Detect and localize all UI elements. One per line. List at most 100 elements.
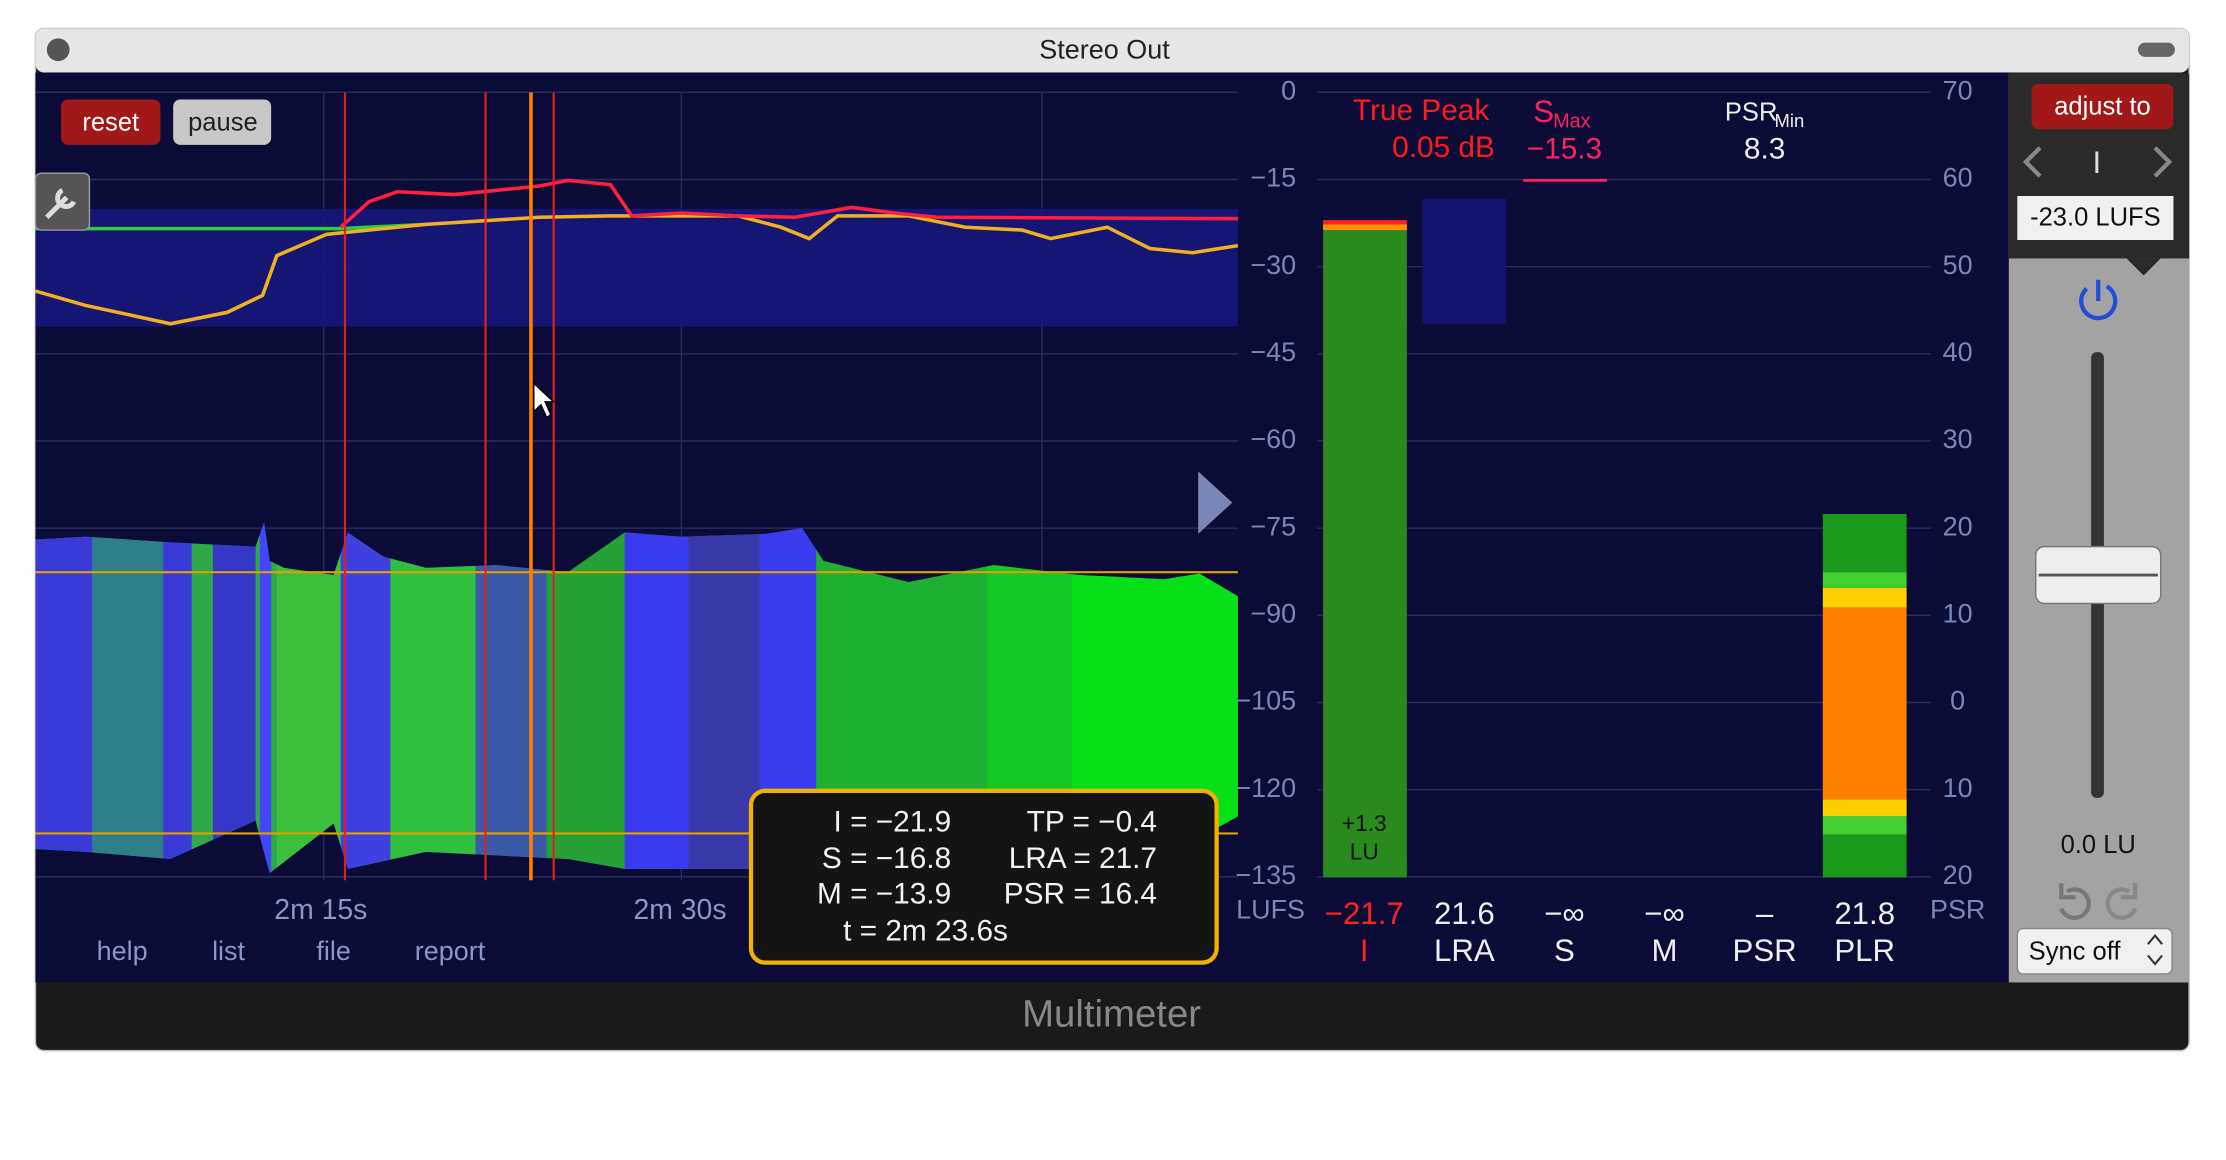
next-arrow[interactable] (2153, 146, 2173, 178)
lufs-tick-label: −45 (1250, 337, 1296, 367)
hist-stripe (92, 522, 164, 874)
reset-label[interactable]: reset (82, 108, 139, 136)
psr-unit: PSR (1930, 895, 1985, 925)
hist-stripe (475, 522, 547, 874)
psr-tick-label: 30 (1943, 424, 1973, 454)
plr-bar (1822, 834, 1907, 878)
mouse-pointer (533, 381, 556, 419)
integrated-curve (339, 178, 1238, 229)
psr-tick-label: 10 (1943, 598, 1973, 628)
menu-item[interactable]: file (316, 936, 350, 966)
plr-bar (1822, 513, 1907, 573)
lufs-tick-label: −105 (1235, 686, 1296, 716)
pause-button[interactable] (173, 99, 272, 145)
psr-tick-label: 0 (1950, 686, 1965, 716)
tooltip-line: I = −21.9 (834, 805, 952, 838)
header-pointer (2126, 258, 2161, 276)
meter-value: −∞ (1644, 896, 1685, 931)
expand-arrow[interactable] (1198, 471, 1233, 534)
plr-bar (1822, 816, 1907, 835)
menu-item[interactable]: list (212, 936, 245, 966)
hist-stripe (259, 522, 272, 874)
lufs-tick-label: −75 (1250, 511, 1296, 541)
redo-icon[interactable] (2105, 883, 2138, 920)
meter-value: 21.8 (1834, 896, 1895, 931)
target-value[interactable]: -23.0 LUFS (2030, 203, 2161, 231)
tooltip-line: TP = −0.4 (1027, 805, 1157, 838)
psr-tick-label: 70 (1943, 75, 1973, 105)
menu: help list file report (97, 936, 486, 966)
meter-value: −∞ (1544, 896, 1585, 931)
menu-item[interactable]: report (415, 936, 486, 966)
integrated-peak (1323, 220, 1407, 225)
time-label: 2m 30s (633, 894, 726, 926)
footer-title: Multimeter (1022, 993, 1201, 1036)
smax-value: −15.3 (1527, 132, 1602, 165)
menu-item[interactable]: help (97, 936, 148, 966)
psr-min-label: PSR (1725, 98, 1778, 126)
hist-stripe (340, 522, 391, 874)
integrated-bar (1323, 224, 1407, 878)
true-peak-value: 0.05 dB (1392, 131, 1495, 164)
psr-min-sub: Min (1775, 110, 1805, 131)
meter-value: −21.7 (1325, 896, 1404, 931)
lufs-axis: 0 −15 −30 −45 −60 −75 −90 −105 −120 −135 (1235, 75, 1296, 889)
sync-select[interactable] (2016, 927, 2173, 975)
hist-stripe (212, 522, 256, 874)
psr-tick-label: 20 (1943, 511, 1973, 541)
hist-stripe (163, 522, 192, 874)
meter-label: PSR (1733, 933, 1797, 968)
true-peak-label: True Peak (1353, 94, 1489, 127)
reset-button[interactable] (61, 99, 161, 145)
psr-tick-label: 50 (1943, 250, 1973, 280)
plr-bar (1822, 607, 1907, 800)
plr-bar (1822, 587, 1907, 608)
target-field[interactable] (2017, 195, 2174, 240)
hist-stripe (276, 522, 341, 874)
psr-axis: 70 60 50 40 30 20 10 0 10 20 (1943, 75, 1973, 889)
tooltip-line: S = −16.8 (822, 842, 951, 875)
meter-label: PLR (1834, 933, 1895, 968)
lufs-tick-label: −120 (1235, 773, 1296, 803)
adjust-button[interactable] (2031, 83, 2174, 130)
undo-icon[interactable] (2059, 883, 2091, 920)
bar-note: LU (1350, 838, 1379, 864)
psr-tick-label: 40 (1943, 337, 1973, 367)
lra-bar (1422, 198, 1507, 324)
psr-tick-label: 10 (1943, 773, 1973, 803)
meter-label: LRA (1434, 933, 1495, 968)
prev-arrow[interactable] (2022, 146, 2042, 178)
meter-label: I (1360, 933, 1369, 968)
sync-label[interactable]: Sync off (2029, 937, 2122, 965)
adjust-label[interactable]: adjust to (2054, 93, 2151, 121)
lufs-tick-label: −30 (1250, 250, 1296, 280)
time-label: 2m 15s (274, 894, 367, 926)
collapse-button[interactable] (2137, 42, 2175, 57)
meter-value: 21.6 (1434, 896, 1495, 931)
bar-note: +1.3 (1342, 810, 1387, 836)
meter-value: – (1756, 896, 1774, 931)
lufs-tick-label: −60 (1250, 424, 1296, 454)
pause-label[interactable]: pause (188, 108, 258, 136)
tooltip-line: M = −13.9 (817, 878, 951, 911)
plr-bar (1822, 799, 1907, 817)
psr-tick-label: 20 (1943, 860, 1973, 890)
psr-tick-label: 60 (1943, 163, 1973, 193)
tooltip (748, 788, 1219, 965)
smax-sub: Max (1553, 110, 1591, 132)
lufs-tick-label: −15 (1250, 163, 1296, 193)
close-button[interactable] (46, 38, 70, 62)
tooltip-text: I = −21.9 TP = −0.4 S = −16.8 LRA = 21.7 M =… (817, 805, 1157, 947)
tooltip-line: t = 2m 23.6s (843, 915, 1008, 948)
target-band (35, 208, 1238, 327)
wrench-icon (45, 188, 77, 220)
target-mode: I (2092, 145, 2101, 180)
hist-stripe (390, 522, 476, 874)
smax-label: S (1533, 94, 1554, 129)
tooltip-line: LRA = 21.7 (1009, 842, 1157, 875)
tooltip-line: PSR = 16.4 (1004, 878, 1157, 911)
power-icon[interactable] (2075, 278, 2122, 325)
window-title: Stereo Out (1039, 34, 1170, 64)
